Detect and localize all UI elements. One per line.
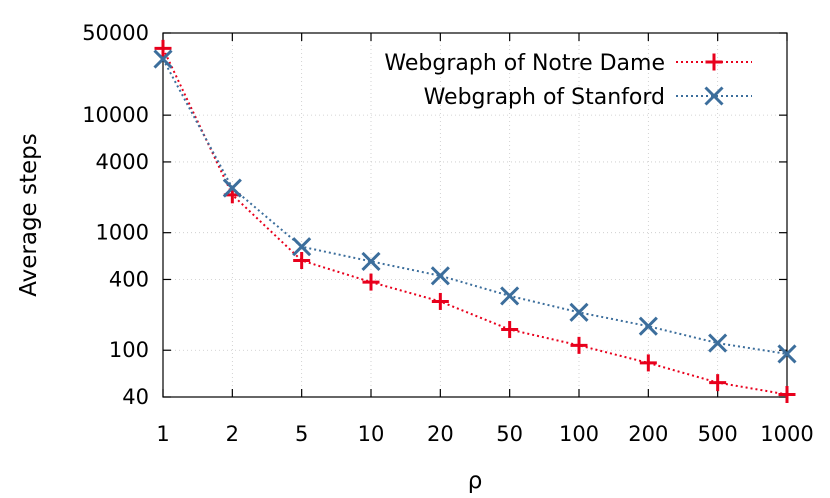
data-series — [153, 39, 797, 404]
data-point — [154, 39, 172, 57]
marker-stroke — [153, 49, 173, 69]
y-axis: 40 100 400 1000 4000 10000 50000 — [82, 21, 787, 409]
grid-lines — [163, 33, 787, 397]
marker-stroke — [361, 251, 381, 271]
marker-stroke — [222, 178, 242, 198]
data-point — [777, 344, 797, 364]
marker-stroke — [708, 333, 728, 353]
marker-stroke — [777, 344, 797, 364]
y-tick-label: 100 — [109, 338, 149, 362]
series-line — [162, 58, 788, 355]
y-tick-label: 1000 — [96, 221, 149, 245]
data-point — [778, 386, 796, 404]
data-point — [570, 336, 588, 354]
marker-stroke — [500, 286, 520, 306]
marker-stroke — [569, 302, 589, 322]
data-point — [638, 316, 658, 336]
data-point — [431, 292, 449, 310]
x-tick-label: 1 — [156, 422, 169, 446]
legend-marker — [704, 86, 724, 106]
data-point — [709, 374, 727, 392]
y-tick-label: 4000 — [96, 150, 149, 174]
x-axis-label: ρ — [468, 468, 483, 494]
data-point — [362, 273, 380, 291]
data-point — [222, 178, 242, 198]
legend-label: Webgraph of Notre Dame — [384, 51, 665, 76]
x-tick-label: 50 — [496, 422, 523, 446]
plot-frame — [162, 32, 788, 398]
legend-item: Webgraph of Notre Dame — [384, 51, 752, 76]
data-point — [292, 237, 312, 257]
data-point — [501, 321, 519, 339]
data-point — [293, 251, 311, 269]
marker-stroke — [292, 237, 312, 257]
x-tick-label: 5 — [295, 422, 308, 446]
data-point — [708, 333, 728, 353]
y-tick-label: 10000 — [82, 103, 149, 127]
legend-item: Webgraph of Stanford — [424, 85, 752, 110]
y-tick-label: 400 — [109, 267, 149, 291]
legend: Webgraph of Notre Dame Webgraph of Stanfo… — [384, 51, 752, 110]
x-tick-label: 200 — [628, 422, 668, 446]
data-point — [500, 286, 520, 306]
series-2 — [153, 49, 797, 364]
y-axis-label: Average steps — [16, 133, 42, 297]
data-point — [153, 49, 173, 69]
data-point — [569, 302, 589, 322]
x-tick-label: 1000 — [760, 422, 813, 446]
data-point — [361, 251, 381, 271]
marker-stroke — [430, 266, 450, 286]
x-axis: 1 2 5 10 20 50 100 200 500 1000 — [156, 33, 814, 446]
data-point — [639, 354, 657, 372]
legend-label: Webgraph of Stanford — [424, 85, 665, 110]
x-tick-label: 20 — [427, 422, 454, 446]
y-tick-label: 40 — [122, 385, 149, 409]
x-tick-label: 500 — [698, 422, 738, 446]
series-line — [162, 47, 788, 396]
x-tick-label: 10 — [358, 422, 385, 446]
legend-marker — [705, 53, 723, 71]
marker-stroke — [638, 316, 658, 336]
marker-stroke — [704, 86, 724, 106]
x-tick-label: 100 — [559, 422, 599, 446]
y-tick-label: 50000 — [82, 21, 149, 45]
data-point — [430, 266, 450, 286]
x-tick-label: 2 — [226, 422, 239, 446]
